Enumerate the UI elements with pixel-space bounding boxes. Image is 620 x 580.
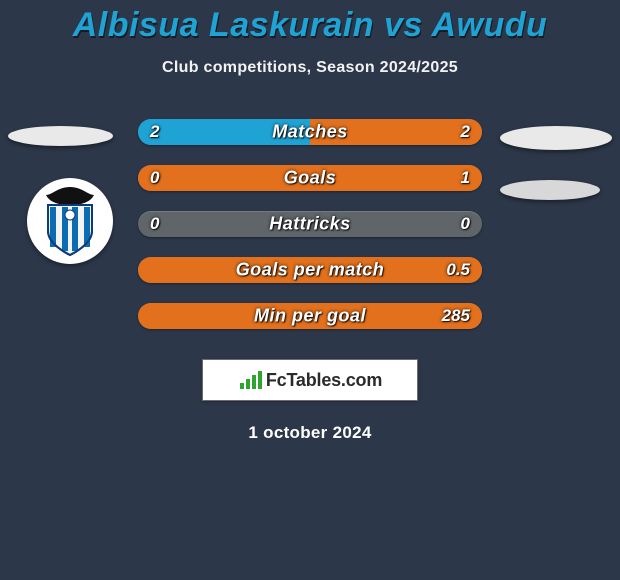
stat-value-left: 0: [150, 214, 159, 234]
stat-row: Goals 0 1: [138, 165, 482, 191]
stat-value-right: 2: [461, 122, 470, 142]
stat-label: Goals: [284, 168, 337, 189]
stat-row: Matches 2 2: [138, 119, 482, 145]
stat-value-right: 1: [461, 168, 470, 188]
stat-value-left: 0: [150, 168, 159, 188]
stat-label: Hattricks: [269, 214, 351, 235]
date-line: 1 october 2024: [248, 423, 371, 443]
stat-row: Goals per match 0.5: [138, 257, 482, 283]
stat-value-left: 2: [150, 122, 159, 142]
brand-text: FcTables.com: [266, 370, 382, 391]
stat-label: Goals per match: [236, 260, 385, 281]
stat-row: Hattricks 0 0: [138, 211, 482, 237]
content-wrap: Albisua Laskurain vs Awudu Club competit…: [0, 0, 620, 443]
brand-box[interactable]: FcTables.com: [202, 359, 418, 401]
stat-label: Min per goal: [254, 306, 366, 327]
stat-row: Min per goal 285: [138, 303, 482, 329]
stat-rows: Matches 2 2 Goals 0 1 Hattricks 0 0 Goals per mat…: [0, 119, 620, 329]
page-subtitle: Club competitions, Season 2024/2025: [162, 59, 458, 77]
stat-label: Matches: [272, 122, 348, 143]
brand-bars-icon: [238, 369, 264, 391]
stat-value-right: 285: [442, 306, 470, 326]
page-title: Albisua Laskurain vs Awudu: [73, 6, 548, 45]
stat-value-right: 0.5: [446, 260, 470, 280]
stat-value-right: 0: [461, 214, 470, 234]
